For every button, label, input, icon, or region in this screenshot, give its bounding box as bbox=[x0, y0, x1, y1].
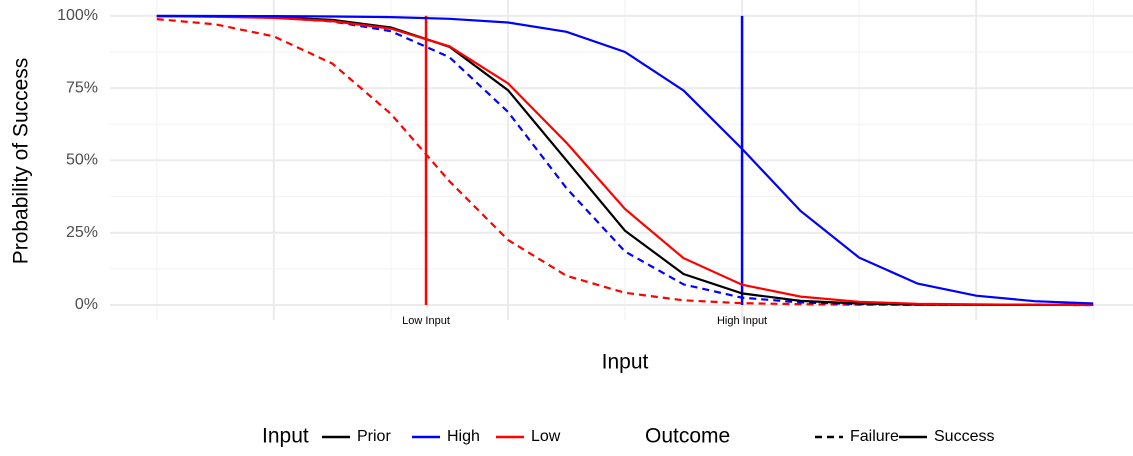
series-line bbox=[156, 18, 1094, 307]
annotation-label: High Input bbox=[717, 315, 767, 327]
y-tick-label: 25% bbox=[66, 224, 98, 241]
annotation-label: Low Input bbox=[402, 315, 450, 327]
legend-label: Prior bbox=[357, 428, 391, 445]
y-tick-label: 50% bbox=[66, 152, 98, 169]
series-line bbox=[156, 14, 1094, 305]
legend-label: Success bbox=[934, 428, 994, 445]
x-axis-title: Input bbox=[602, 351, 649, 374]
legend-label: Failure bbox=[850, 428, 899, 445]
y-axis-title: Probability of Success bbox=[10, 58, 33, 265]
y-tick-label: 100% bbox=[57, 7, 98, 24]
series-line bbox=[156, 15, 1094, 306]
y-tick-label: 0% bbox=[75, 296, 98, 313]
legend-title: Outcome bbox=[645, 425, 730, 448]
legend-label: High bbox=[447, 428, 480, 445]
y-tick-label: 75% bbox=[66, 79, 98, 96]
legend-title: Input bbox=[262, 425, 309, 448]
legend-label: Low bbox=[531, 428, 561, 445]
